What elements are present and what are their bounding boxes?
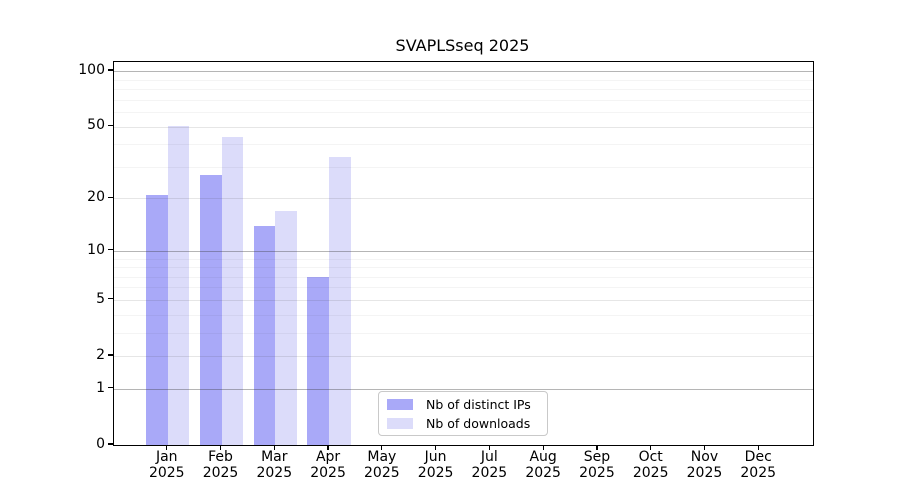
x-axis-tick-label: Feb 2025 — [186, 449, 256, 481]
x-tick-year: 2025 — [310, 465, 346, 481]
x-axis-tick-label: Sep 2025 — [562, 449, 632, 481]
downloads-swatch — [387, 417, 413, 429]
x-axis-tick-mark — [219, 445, 222, 450]
y-axis-tick-label: 5 — [96, 290, 105, 307]
x-axis-tick-label: Nov 2025 — [669, 449, 739, 481]
legend-label: Nb of distinct IPs — [426, 396, 531, 412]
y-axis-tick-mark — [108, 124, 113, 127]
x-axis-tick-mark — [542, 445, 544, 450]
bar-distinct-ips — [146, 194, 168, 445]
x-tick-year: 2025 — [417, 465, 454, 481]
x-tick-month: Dec — [744, 449, 772, 465]
x-axis-tick-mark — [381, 445, 383, 450]
bar-downloads — [329, 156, 351, 445]
x-tick-year: 2025 — [740, 465, 777, 481]
legend-item-downloads: Nb of downloads — [387, 415, 539, 431]
x-tick-year: 2025 — [525, 465, 561, 481]
x-axis-tick-label: May 2025 — [347, 449, 417, 481]
y-axis-tick-label: 0 — [96, 436, 105, 452]
x-tick-month: Apr — [315, 449, 341, 465]
x-axis-tick-label: Jun 2025 — [401, 449, 471, 481]
x-axis-tick-label: Mar 2025 — [239, 449, 309, 481]
chart-title: SVAPLSseq 2025 — [395, 36, 530, 55]
x-axis-tick-mark — [273, 445, 275, 450]
x-axis-tick-label: Dec 2025 — [723, 449, 793, 481]
x-axis-tick-label: Jan 2025 — [132, 449, 202, 481]
x-tick-month: Aug — [529, 449, 557, 465]
bar-distinct-ips — [307, 276, 330, 445]
y-axis-tick-mark — [108, 249, 113, 251]
x-tick-month: Jun — [424, 449, 447, 465]
y-axis-tick-mark — [108, 69, 113, 71]
legend-label: Nb of downloads — [426, 415, 531, 431]
x-axis-tick-mark — [703, 445, 706, 450]
x-tick-year: 2025 — [364, 465, 400, 481]
y-axis-tick-mark — [108, 196, 113, 198]
y-axis-tick-label: 100 — [78, 62, 105, 79]
legend: Nb of distinct IPs Nb of downloads — [378, 391, 548, 436]
x-tick-month: May — [367, 449, 397, 465]
bar-downloads — [167, 126, 190, 445]
bar-distinct-ips — [253, 225, 276, 445]
x-axis-tick-label: Apr 2025 — [293, 449, 363, 481]
x-tick-year: 2025 — [632, 465, 669, 481]
x-tick-year: 2025 — [256, 465, 293, 481]
x-tick-month: Nov — [690, 449, 719, 465]
plot-area — [113, 61, 814, 446]
x-tick-year: 2025 — [202, 465, 239, 481]
bars-layer — [114, 62, 813, 445]
x-axis-tick-mark — [488, 445, 490, 450]
x-tick-month: Sep — [583, 449, 611, 465]
y-axis-tick-mark — [108, 443, 113, 445]
x-axis-tick-label: Oct 2025 — [616, 449, 686, 481]
y-axis-tick-label: 2 — [96, 346, 105, 363]
y-axis-tick-mark — [108, 387, 113, 389]
bar-downloads — [275, 210, 297, 445]
x-tick-year: 2025 — [579, 465, 615, 481]
y-axis-tick-label: 20 — [87, 189, 105, 206]
bar-distinct-ips — [199, 175, 222, 445]
x-axis-tick-mark — [166, 445, 168, 450]
x-axis-tick-mark — [650, 445, 652, 450]
x-tick-month: Feb — [208, 449, 233, 465]
x-axis-tick-mark — [596, 445, 598, 450]
y-axis-tick-label: 50 — [87, 117, 105, 134]
x-axis-tick-label: Jul 2025 — [454, 449, 524, 481]
y-axis-tick-mark — [108, 298, 113, 300]
distinct-ips-swatch — [387, 398, 413, 410]
x-tick-year: 2025 — [686, 465, 723, 481]
x-axis-tick-label: Aug 2025 — [508, 449, 578, 481]
bar-downloads — [221, 136, 244, 445]
x-axis-tick-mark — [327, 445, 329, 450]
x-axis-tick-mark — [435, 445, 437, 450]
x-tick-month: Jul — [480, 449, 498, 465]
x-tick-month: Oct — [638, 449, 663, 465]
legend-item-distinct-ips: Nb of distinct IPs — [387, 396, 539, 412]
x-axis-tick-mark — [757, 445, 759, 450]
x-tick-year: 2025 — [471, 465, 508, 481]
x-tick-year: 2025 — [148, 465, 185, 481]
y-axis-tick-mark — [108, 354, 113, 356]
y-axis-tick-label: 1 — [96, 379, 105, 396]
x-tick-month: Jan — [155, 449, 178, 465]
x-tick-month: Mar — [261, 449, 288, 465]
y-axis-tick-label: 10 — [87, 241, 105, 258]
